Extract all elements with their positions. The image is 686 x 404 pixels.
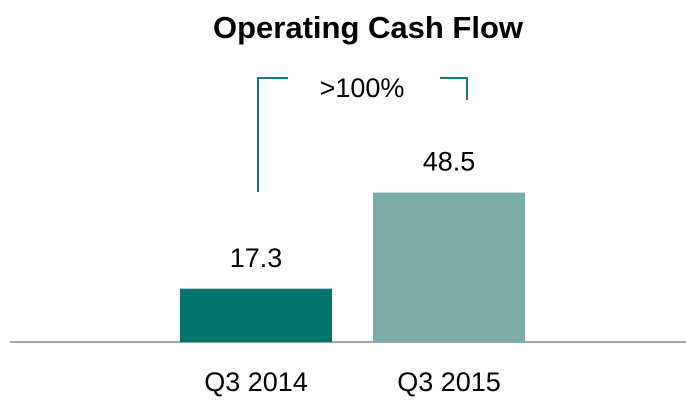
annotation: >100% [320, 73, 405, 103]
value-label: 48.5 [423, 147, 476, 177]
x-tick-label: Q3 2014 [204, 367, 308, 397]
x-tick-label: Q3 2015 [397, 367, 501, 397]
chart-title: Operating Cash Flow [213, 10, 524, 45]
bracket-right [440, 77, 468, 100]
bar [180, 288, 332, 342]
value-label: 17.3 [230, 243, 283, 273]
bracket-left [257, 77, 288, 192]
bar [373, 192, 525, 342]
